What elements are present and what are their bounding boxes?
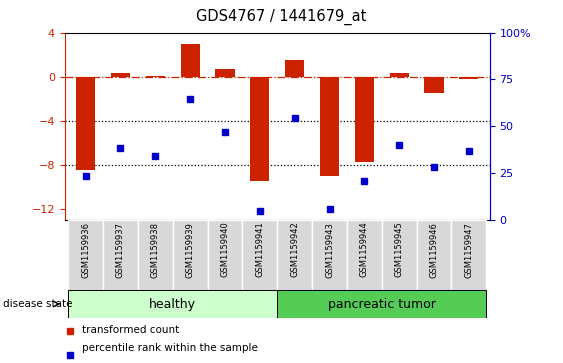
Bar — [320, 77, 339, 176]
Text: GSM1159944: GSM1159944 — [360, 222, 369, 277]
Text: GSM1159939: GSM1159939 — [186, 222, 195, 278]
Bar — [425, 77, 444, 93]
Text: transformed count: transformed count — [82, 325, 179, 335]
Bar — [216, 69, 235, 77]
Bar — [382, 220, 417, 290]
Bar — [111, 73, 130, 77]
Text: GSM1159940: GSM1159940 — [221, 222, 230, 277]
Bar — [68, 220, 103, 290]
Text: GSM1159945: GSM1159945 — [395, 222, 404, 277]
Bar — [459, 77, 479, 79]
Text: GSM1159942: GSM1159942 — [290, 222, 299, 277]
Bar — [390, 73, 409, 77]
Bar — [312, 220, 347, 290]
Bar — [355, 77, 374, 162]
Text: GSM1159943: GSM1159943 — [325, 222, 334, 278]
Bar — [347, 220, 382, 290]
Text: GDS4767 / 1441679_at: GDS4767 / 1441679_at — [196, 9, 367, 25]
Bar — [278, 220, 312, 290]
Bar — [76, 77, 95, 170]
Text: GSM1159947: GSM1159947 — [464, 222, 473, 278]
Text: GSM1159936: GSM1159936 — [81, 222, 90, 278]
Bar — [173, 220, 208, 290]
Bar — [243, 220, 278, 290]
Text: disease state: disease state — [3, 299, 72, 309]
Text: GSM1159941: GSM1159941 — [256, 222, 265, 277]
Bar — [208, 220, 243, 290]
Text: pancreatic tumor: pancreatic tumor — [328, 298, 436, 310]
Bar — [103, 220, 138, 290]
Bar — [417, 220, 452, 290]
Bar — [138, 220, 173, 290]
Bar — [285, 60, 304, 77]
Bar — [68, 290, 277, 318]
Bar — [251, 77, 270, 181]
Bar — [146, 76, 165, 77]
Text: healthy: healthy — [149, 298, 196, 310]
Text: GSM1159938: GSM1159938 — [151, 222, 160, 278]
Bar — [452, 220, 486, 290]
Text: GSM1159937: GSM1159937 — [116, 222, 125, 278]
Bar — [278, 290, 486, 318]
Text: percentile rank within the sample: percentile rank within the sample — [82, 343, 257, 353]
Text: GSM1159946: GSM1159946 — [430, 222, 439, 278]
Bar — [181, 44, 200, 77]
